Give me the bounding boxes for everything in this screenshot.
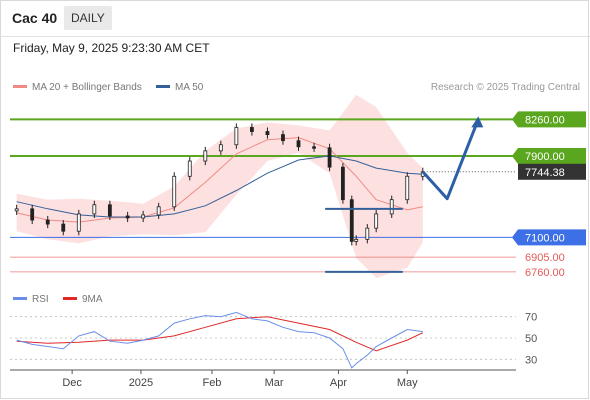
level-tag [512, 229, 586, 246]
ma20-line [16, 137, 423, 223]
time-tick-label: 2025 [129, 377, 153, 389]
last-price-tag [518, 163, 586, 180]
rsi-line [16, 311, 423, 369]
level-label: 7744.38 [525, 167, 565, 179]
period-button[interactable]: DAILY [64, 6, 112, 30]
rsi-tick-label: 70 [525, 312, 537, 324]
legend-swatch [156, 85, 170, 88]
level-tag [512, 147, 586, 164]
candle-body [203, 150, 208, 162]
level-label: 7100.00 [525, 232, 565, 244]
legend-swatch [13, 85, 27, 88]
legend-label: MA 20 + Bollinger Bands [32, 82, 142, 93]
price-panel: MA 20 + Bollinger Bands MA 50 Research © 2… [10, 82, 586, 279]
time-tick-label: Mar [265, 377, 284, 389]
candle-body [327, 147, 332, 168]
legend-label: MA 50 [175, 82, 204, 93]
candle-body [250, 127, 254, 132]
legend-swatch [13, 297, 27, 300]
candle-body [45, 219, 50, 225]
candle-body [365, 227, 370, 240]
candle-body [30, 208, 35, 221]
instrument-title: Cac 40 [12, 10, 58, 26]
legend-label: 9MA [82, 294, 103, 305]
credit-text: Research © 2025 Trading Central [431, 82, 580, 93]
forecast-arrow [421, 118, 480, 201]
candle-body [281, 134, 285, 142]
candle-body [76, 213, 81, 232]
candle-body [312, 146, 316, 149]
candle-body [349, 199, 354, 242]
chart-header: Cac 40 DAILY [0, 0, 590, 36]
candle-body [125, 215, 130, 219]
candle-body [265, 131, 270, 135]
candle-body [61, 223, 66, 232]
level-tag [512, 111, 586, 128]
level-label: 6905.00 [525, 252, 565, 264]
rsi-tick-label: 50 [525, 333, 537, 345]
level-label: 6760.00 [525, 267, 565, 279]
legend-swatch [63, 297, 77, 300]
rsi-tick-label: 30 [525, 354, 537, 366]
bollinger-band [16, 94, 423, 279]
level-label: 8260.00 [525, 114, 565, 126]
candle-body [107, 204, 112, 217]
time-tick-label: Feb [202, 377, 221, 389]
legend-label: RSI [32, 294, 49, 305]
candle-body [187, 160, 192, 177]
time-axis: Dec 2025 Feb Mar Apr May [10, 369, 516, 389]
time-tick-label: May [397, 377, 418, 389]
candle-body [141, 214, 146, 219]
candle-body [156, 206, 161, 216]
candle-body [172, 175, 177, 208]
candle-body [296, 140, 301, 148]
candle-body [374, 213, 379, 229]
candle-body [389, 199, 394, 215]
candle-body [354, 238, 359, 242]
level-label: 7900.00 [525, 151, 565, 163]
time-tick-label: Apr [330, 377, 347, 389]
candle-body [405, 175, 410, 201]
time-tick-label: Dec [62, 377, 82, 389]
timestamp-label: Friday, May 9, 2025 9:23:30 AM CET [13, 41, 210, 55]
rsi-ma-line [16, 316, 424, 352]
forecast-arrowhead [471, 116, 484, 128]
rsi-panel: RSI 9MA 70 50 30 [10, 294, 537, 369]
candle-body [218, 144, 223, 152]
candle-body [14, 208, 19, 212]
candle-body [340, 166, 345, 201]
candle-body [92, 204, 97, 215]
header-divider [0, 36, 590, 37]
candle-body [234, 127, 239, 146]
ma50-line [16, 155, 423, 218]
